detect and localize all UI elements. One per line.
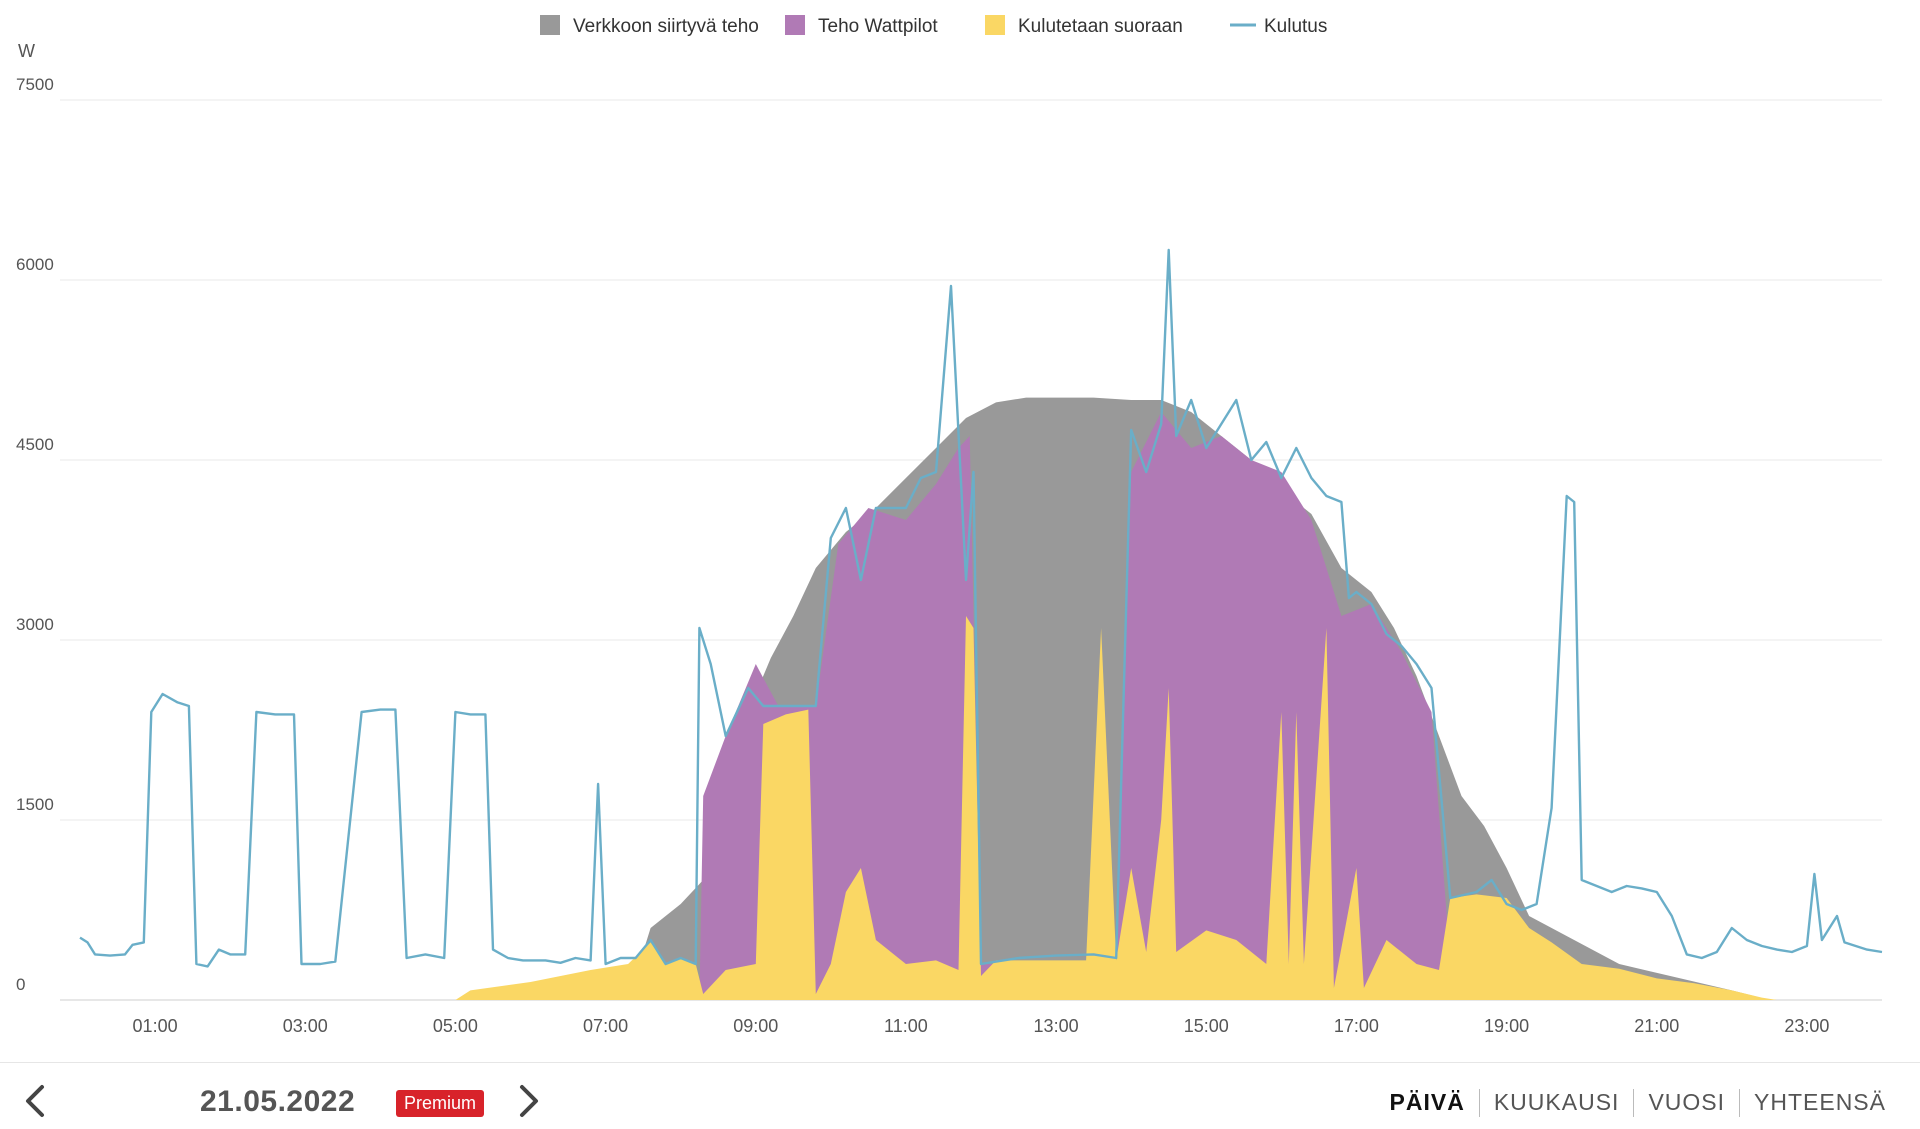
legend: Verkkoon siirtyvä teho Teho Wattpilot Kulu… [540,15,1327,37]
x-tick-label: 01:00 [133,1016,178,1036]
period-tabs: PÄIVÄ KUUKAUSI VUOSI YHTEENSÄ [1376,1087,1900,1118]
y-tick-label: 0 [16,975,25,994]
x-tick-label: 07:00 [583,1016,628,1036]
grid-layer: 0 1500 3000 4500 6000 7500 01:00 03:00 05:00 07:0… [16,75,1882,1036]
x-tick-label: 11:00 [884,1016,928,1036]
y-tick-label: 6000 [16,255,54,274]
y-axis-label: W [18,41,35,61]
line-layer [79,248,1883,968]
x-tick-label: 13:00 [1034,1016,1079,1036]
chevron-left-icon [26,1085,44,1117]
y-tick-label: 4500 [16,435,54,454]
tab-total[interactable]: YHTEENSÄ [1754,1089,1886,1115]
series-area-2 [455,616,1777,1000]
area-layer [455,397,1777,1001]
y-tick-label: 1500 [16,795,54,814]
tab-year[interactable]: VUOSI [1648,1089,1726,1115]
footer-bar: 21.05.2022 Premium PÄIVÄ KUUKAUSI VUOSI … [0,1062,1920,1129]
x-tick-label: 23:00 [1784,1016,1829,1036]
y-tick-label: 7500 [16,75,54,94]
tab-month[interactable]: KUUKAUSI [1493,1089,1620,1115]
tab-divider [1633,1088,1635,1117]
premium-badge[interactable]: Premium [396,1090,485,1117]
x-tick-label: 03:00 [283,1016,328,1036]
legend-label: Teho Wattpilot [818,16,938,37]
legend-label: Verkkoon siirtyvä teho [573,16,759,37]
legend-swatch [985,15,1005,35]
legend-item[interactable]: Verkkoon siirtyvä teho [540,15,759,37]
tab-divider [1478,1088,1480,1117]
y-tick-label: 3000 [16,615,54,634]
series-line-3 [79,248,1883,968]
x-tick-label: 21:00 [1634,1016,1679,1036]
series-area-1 [699,412,1455,1000]
legend-label: Kulutus [1264,16,1327,37]
tab-day[interactable]: PÄIVÄ [1389,1089,1465,1115]
x-tick-label: 17:00 [1334,1016,1379,1036]
tab-divider [1739,1088,1741,1117]
legend-item[interactable]: Kulutus [1230,16,1327,37]
date-label: 21.05.2022 [200,1085,356,1118]
legend-item[interactable]: Kulutetaan suoraan [985,15,1183,37]
prev-day-button[interactable] [16,1081,56,1121]
next-day-button[interactable] [508,1081,548,1121]
x-tick-label: 19:00 [1484,1016,1529,1036]
legend-item[interactable]: Teho Wattpilot [785,15,938,37]
energy-chart: 0 1500 3000 4500 6000 7500 01:00 03:00 05:00 07:0… [16,15,1883,1036]
legend-label: Kulutetaan suoraan [1018,16,1183,37]
legend-swatch [785,15,805,35]
legend-swatch [540,15,560,35]
chevron-right-icon [520,1085,538,1117]
x-tick-label: 15:00 [1184,1016,1229,1036]
x-tick-label: 05:00 [433,1016,478,1036]
x-tick-label: 09:00 [733,1016,778,1036]
axis-layer: W [18,41,35,61]
